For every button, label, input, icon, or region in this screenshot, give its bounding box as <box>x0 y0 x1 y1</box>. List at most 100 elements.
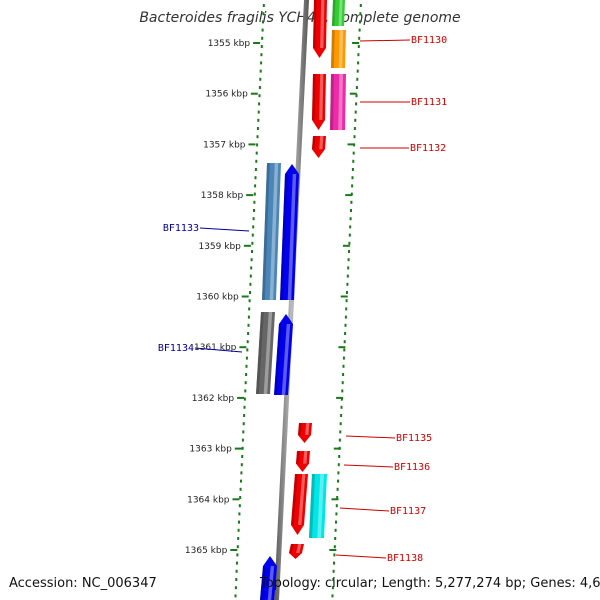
gene-bf1137 <box>291 474 308 535</box>
gene-label-bf1131: BF1131 <box>411 97 447 108</box>
gene-bf1136-shadow <box>296 451 300 464</box>
gene-bf1131-highlight <box>319 74 324 120</box>
tick-label: 1359 kbp <box>198 242 241 252</box>
track-dot <box>345 299 348 303</box>
tick-label: 1363 kbp <box>189 445 232 455</box>
track-dot <box>353 127 356 130</box>
track-dot <box>258 86 261 89</box>
track-dot <box>344 315 347 319</box>
track-dot <box>352 151 355 155</box>
leader-line <box>194 347 243 353</box>
track-dot <box>241 455 244 458</box>
track-dot <box>357 53 360 57</box>
cog-bar-grey-highlight <box>263 312 273 394</box>
gene-bf1133 <box>280 164 299 300</box>
tick-mark <box>349 92 357 95</box>
track-dot <box>256 135 259 139</box>
track-dot <box>255 151 258 155</box>
tick-mark <box>243 244 251 247</box>
leader-line <box>339 507 390 512</box>
track-dot <box>340 414 343 417</box>
track-dot <box>253 200 256 204</box>
track-dot <box>337 471 340 475</box>
leader-line <box>343 464 394 468</box>
track-dot <box>243 405 246 409</box>
track-dot <box>241 438 244 442</box>
tick-label: 1365 kbp <box>185 546 228 556</box>
track-dot <box>251 250 253 253</box>
cog-bar-green-shadow <box>332 0 336 26</box>
tick-label: 1360 kbp <box>196 293 239 303</box>
track-dot <box>234 586 237 590</box>
gene-bf1134-highlight <box>281 324 291 395</box>
tick-mark <box>333 447 341 450</box>
gene-bf1135-shadow <box>298 423 302 435</box>
gene-label-bf1134: BF1134 <box>158 343 194 354</box>
track-dot <box>243 414 246 417</box>
tick-label: 1355 kbp <box>208 39 251 49</box>
track-dot <box>242 422 245 426</box>
track-dot <box>342 373 345 376</box>
gene-label-bf1133: BF1133 <box>163 223 199 234</box>
track-dot <box>234 594 237 598</box>
tick-label: 1364 kbp <box>187 495 230 505</box>
gene-features <box>256 0 346 600</box>
track-dot <box>237 537 240 540</box>
cog-bar-orange-highlight <box>338 30 344 68</box>
track-dot <box>357 45 360 48</box>
track-dot <box>336 487 339 491</box>
track-dot <box>261 36 264 40</box>
track-dot <box>347 266 350 270</box>
track-dot <box>339 422 342 426</box>
track-dot <box>347 258 350 262</box>
tick-mark <box>248 143 256 146</box>
track-dot <box>341 381 344 385</box>
cog-bar-cyan-shadow <box>309 474 315 538</box>
cog-bar-magenta <box>330 74 346 130</box>
track-dot <box>246 340 249 344</box>
tick-mark <box>347 143 355 146</box>
track-dot <box>348 250 350 253</box>
tick-mark <box>230 549 238 551</box>
cog-bar-magenta-shadow <box>330 74 334 130</box>
track-dot <box>345 307 348 311</box>
track-dot <box>355 102 358 106</box>
track-dot <box>356 77 359 81</box>
track-dot <box>359 12 362 16</box>
track-dot <box>247 315 250 319</box>
dotted-tracks <box>234 4 362 598</box>
track-dot <box>252 225 255 229</box>
track-dot <box>237 528 240 532</box>
track-dot <box>262 20 264 24</box>
gene-bf1133-highlight <box>287 174 297 300</box>
gene-label-bf1132: BF1132 <box>410 143 446 154</box>
tick-mark <box>237 396 245 399</box>
cog-bar-green-highlight <box>338 0 343 26</box>
leader-line <box>335 554 387 559</box>
gene-labels: BF1130 BF1131 BF1132 BF1133 BF1134 BF1135 BF11… <box>158 35 447 564</box>
tick-mark <box>331 498 339 501</box>
track-dot <box>254 184 257 188</box>
track-dot <box>259 77 262 81</box>
tick-mark <box>250 92 258 95</box>
tick-mark <box>336 396 344 399</box>
track-dot <box>341 389 344 393</box>
track-dot <box>336 496 339 499</box>
track-dot <box>235 569 238 573</box>
track-dot <box>346 274 349 278</box>
track-dot <box>351 176 354 180</box>
track-dot <box>359 20 361 24</box>
track-dot <box>348 233 351 237</box>
gene-bf1139-highlight <box>267 566 275 600</box>
track-dot <box>240 479 242 483</box>
track-dot <box>253 192 256 196</box>
track-dot <box>240 471 243 475</box>
tick-mark <box>234 447 242 450</box>
tick-label: 1356 kbp <box>205 90 248 100</box>
gene-bf1131 <box>312 74 326 130</box>
track-dot <box>337 463 340 467</box>
track-dot <box>343 348 346 352</box>
tick-mark <box>345 194 353 197</box>
track-dot <box>240 463 243 467</box>
